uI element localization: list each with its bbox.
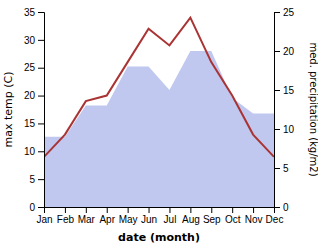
tick-label: Apr	[99, 214, 115, 225]
tick-label: Dec	[266, 214, 284, 225]
tick-label: Oct	[225, 214, 241, 225]
tick: 0	[29, 202, 44, 213]
tick: Aug	[182, 207, 200, 225]
tick: 5	[274, 163, 289, 174]
tick: 35	[24, 7, 44, 18]
tick-label: 0	[283, 202, 289, 213]
tick-mark	[38, 68, 44, 69]
y2-axis: 0 5 10 15 20 25	[274, 7, 295, 213]
tick-label: Aug	[182, 214, 200, 225]
area	[44, 51, 274, 207]
x-axis: Jan FebMarApr MayJun Jul AugSep Oct NovDec	[36, 207, 283, 225]
tick-label: May	[119, 214, 138, 225]
plot: JanFebMarAprMayJunJulAugSepOctNovDec0510…	[24, 7, 295, 225]
tick: Jun	[141, 207, 157, 225]
tick-label: 35	[24, 7, 36, 18]
marks	[44, 18, 274, 207]
tick-label: Sep	[203, 214, 221, 225]
tick: 25	[24, 62, 44, 73]
tick-mark	[38, 207, 44, 208]
axis-line	[38, 13, 45, 208]
tick: May	[119, 207, 138, 225]
tick-mark	[274, 129, 280, 130]
tick-mark	[169, 207, 170, 213]
tick-mark	[211, 207, 212, 213]
tick-mark	[190, 207, 191, 213]
tick-label: 5	[283, 163, 289, 174]
tick-label: 30	[24, 35, 36, 46]
tick-label: 15	[283, 85, 295, 96]
x-axis-title: date (month)	[118, 231, 200, 244]
tick: Apr	[99, 207, 115, 225]
tick: 5	[29, 174, 44, 185]
tick-mark	[38, 40, 44, 41]
tick-mark	[232, 207, 233, 213]
y-axis: 0 5 10 15 20 25 30 35	[24, 7, 45, 213]
tick-mark	[128, 207, 129, 213]
tick-mark	[274, 51, 280, 52]
tick: 0	[274, 202, 289, 213]
tick: 15	[274, 85, 295, 96]
tick: Nov	[245, 207, 263, 225]
tick-label: 25	[24, 62, 36, 73]
tick-mark	[38, 123, 44, 124]
tick: Feb	[57, 207, 75, 225]
tick-mark	[274, 90, 280, 91]
tick-label: Jul	[164, 214, 177, 225]
tick-label: Nov	[245, 214, 263, 225]
tick: Jul	[164, 207, 177, 225]
tick-mark	[253, 207, 254, 213]
tick: 10	[274, 124, 295, 135]
tick: 15	[24, 118, 44, 129]
axis-line	[275, 13, 281, 208]
tick: 25	[274, 7, 295, 18]
line	[44, 18, 274, 157]
tick-label: Jun	[141, 214, 157, 225]
y-axis-title: max temp (C)	[2, 71, 15, 147]
y2-axis-title: med. precipitation (kg/m2)	[308, 42, 318, 176]
chart: JanFebMarAprMayJunJulAugSepOctNovDec0510…	[0, 0, 318, 247]
tick-mark	[274, 12, 280, 13]
tick-label: 10	[283, 124, 295, 135]
tick-mark	[65, 207, 66, 213]
tick-label: Feb	[57, 214, 75, 225]
tick-label: 20	[283, 46, 295, 57]
tick-mark	[149, 207, 150, 213]
tick: 20	[24, 90, 44, 101]
tick-mark	[86, 207, 87, 213]
tick-label: 0	[29, 202, 35, 213]
tick: Jan	[36, 207, 52, 225]
tick-label: Jan	[36, 214, 52, 225]
tick-mark	[107, 207, 108, 213]
axis-line	[45, 208, 275, 214]
tick-label: 15	[24, 118, 36, 129]
tick-mark	[274, 168, 280, 169]
tick: 20	[274, 46, 295, 57]
tick: Mar	[78, 207, 96, 225]
tick: 10	[24, 146, 44, 157]
tick: 30	[24, 35, 44, 46]
tick-label: Mar	[78, 214, 96, 225]
tick: Oct	[225, 207, 241, 225]
tick-mark	[38, 12, 44, 13]
tick-mark	[38, 179, 44, 180]
tick: Dec	[266, 207, 284, 225]
tick-label: 25	[283, 7, 295, 18]
tick-mark	[38, 96, 44, 97]
tick-mark	[274, 207, 280, 208]
tick-label: 20	[24, 90, 36, 101]
tick-label: 5	[29, 174, 35, 185]
tick-label: 10	[24, 146, 36, 157]
tick-mark	[38, 151, 44, 152]
tick: Sep	[203, 207, 221, 225]
